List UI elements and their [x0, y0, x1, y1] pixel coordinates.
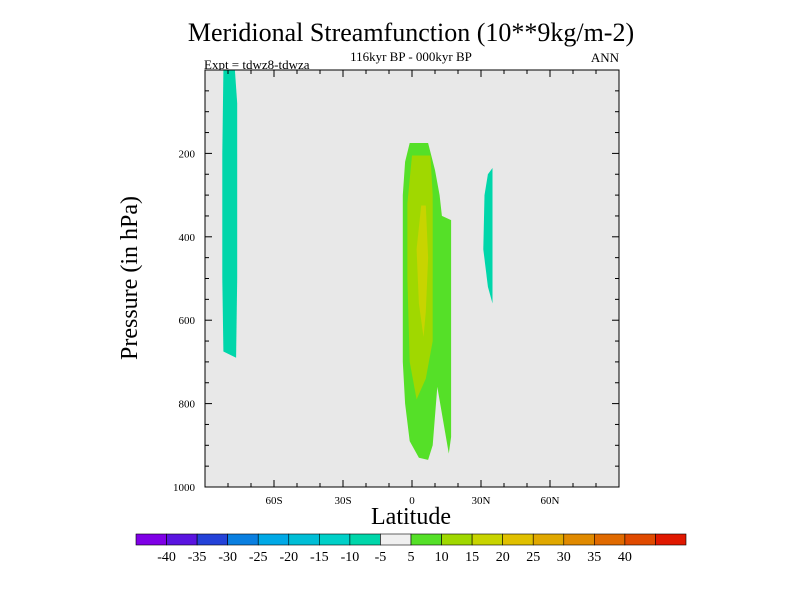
colorbar-swatch	[135, 533, 167, 546]
y-tick-label: 200	[179, 148, 196, 160]
colorbar-label: 20	[496, 550, 510, 565]
colorbar-label: -35	[188, 550, 207, 565]
tick-labels: 60S 30S 0 30N 60N 200 400 600 800 1000	[173, 148, 560, 507]
chart-title: Meridional Streamfunction (10**9kg/m-2)	[188, 18, 634, 47]
colorbar-swatch	[441, 533, 473, 546]
colorbar-swatch	[532, 533, 565, 546]
y-axis-label: Pressure (in hPa)	[117, 196, 143, 360]
y-tick-label: 1000	[173, 482, 196, 494]
colorbar-label: -10	[341, 550, 360, 565]
colorbar-swatch	[410, 533, 442, 546]
x-tick-label: 60N	[541, 495, 560, 507]
x-axis-label: Latitude	[371, 504, 451, 530]
colorbar-swatch	[288, 533, 320, 546]
contour-region-0	[222, 70, 238, 358]
colorbar-label: 15	[465, 550, 479, 565]
colorbar-swatch	[227, 533, 259, 546]
y-tick-label: 800	[179, 399, 196, 411]
y-tick-label: 600	[179, 315, 196, 327]
y-tick-label: 400	[179, 232, 196, 244]
colorbar-swatch	[594, 533, 626, 546]
colorbar-label: -15	[310, 550, 329, 565]
chart-subtitle: 116kyr BP - 000kyr BP	[350, 49, 472, 64]
colorbar-label: -40	[157, 550, 176, 565]
colorbar-swatch	[563, 533, 595, 546]
contour-region-1	[483, 168, 493, 304]
x-tick-label: 60S	[265, 495, 282, 507]
colorbar-label: 5	[408, 550, 415, 565]
axis-ticks	[205, 70, 619, 487]
colorbar-label: 30	[557, 550, 571, 565]
colorbar-label: 10	[435, 550, 449, 565]
colorbar-label: -20	[279, 550, 298, 565]
colorbar-swatch	[196, 533, 228, 546]
colorbar-label: -30	[218, 550, 237, 565]
colorbar-label: 35	[587, 550, 601, 565]
colorbar-swatch	[624, 533, 656, 546]
x-tick-label: 0	[409, 495, 415, 507]
colorbar-swatch	[349, 533, 381, 546]
x-tick-label: 30S	[334, 495, 351, 507]
colorbar-swatch	[166, 533, 198, 546]
season-label: ANN	[591, 50, 620, 65]
colorbar-swatch	[257, 533, 290, 546]
colorbar	[135, 533, 687, 546]
contour-regions	[222, 70, 493, 460]
colorbar-swatch	[471, 533, 503, 546]
colorbar-label: 25	[526, 550, 540, 565]
colorbar-swatch	[502, 533, 534, 546]
colorbar-label: -25	[249, 550, 268, 565]
contour-region-4	[416, 205, 429, 337]
x-tick-label: 30N	[472, 495, 491, 507]
experiment-label: Expt = tdwz8-tdwza	[204, 57, 310, 72]
colorbar-labels: -40 -35 -30 -25 -20 -15 -10 -5 5 10 15 20 25 30 35 40	[157, 550, 632, 565]
colorbar-swatch	[319, 533, 351, 546]
colorbar-swatch	[380, 533, 412, 546]
colorbar-label: 40	[618, 550, 632, 565]
colorbar-label: -5	[375, 550, 387, 565]
colorbar-swatch	[655, 533, 687, 546]
